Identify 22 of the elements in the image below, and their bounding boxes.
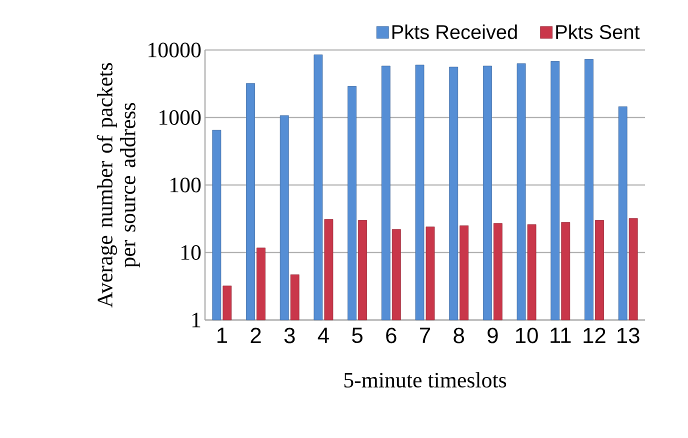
x-tick-label: 12 (584, 328, 606, 344)
y-tick-label: 100 (170, 178, 201, 192)
y-tick-label: 1000 (160, 110, 201, 125)
x-tick-label: 4 (318, 328, 329, 343)
legend-label: Pkts Received (392, 24, 517, 40)
x-tick-label: 11 (550, 328, 571, 343)
y-axis-title: Average number of packets per source address (96, 63, 140, 308)
x-axis-title: 5-minute timeslots (344, 372, 506, 388)
x-tick-label: 9 (488, 328, 498, 344)
legend-label: Pkts Sent (556, 24, 640, 40)
y-tick-label: 1 (192, 312, 200, 328)
x-tick-label: 8 (454, 328, 464, 344)
x-tick-label: 10 (516, 328, 538, 344)
x-tick-label: 3 (284, 328, 295, 344)
y-tick-label: 10 (181, 245, 201, 260)
x-tick-label: 2 (250, 328, 261, 344)
x-tick-label: 13 (618, 328, 640, 344)
y-tick-label: 10000 (148, 42, 201, 58)
x-tick-label: 6 (386, 328, 396, 344)
x-tick-label: 1 (218, 328, 227, 343)
x-tick-label: 5 (352, 328, 362, 344)
x-tick-label: 7 (420, 328, 430, 343)
